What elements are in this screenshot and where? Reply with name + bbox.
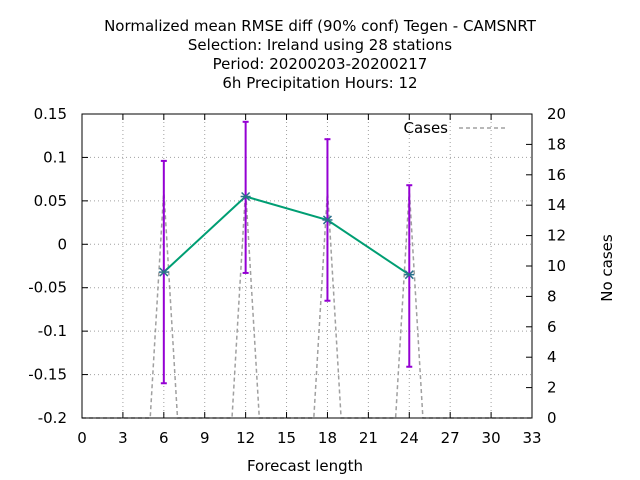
y-axis-right: 0 2 4 6 8 10 12 14 16 18 20: [526, 105, 566, 427]
y2-tick-label: 0: [547, 409, 557, 427]
title-line-4: 6h Precipitation Hours: 12: [222, 74, 417, 92]
chart-title: Normalized mean RMSE diff (90% conf) Teg…: [104, 17, 537, 92]
x-tick-label: 9: [200, 429, 210, 447]
y2-tick-label: 14: [547, 196, 566, 214]
y-tick-label: 0.15: [34, 105, 67, 123]
x-tick-label: 18: [318, 429, 337, 447]
plot-border: [81, 113, 533, 419]
y-axis-left: -0.2 -0.15 -0.1 -0.05 0 0.05 0.1 0.15: [28, 105, 88, 427]
y2-tick-label: 6: [547, 318, 557, 336]
data-point: [158, 267, 169, 277]
x-tick-label: 27: [441, 429, 460, 447]
cases-line: [82, 189, 532, 419]
grid: [82, 114, 532, 418]
x-tick-label: 12: [236, 429, 255, 447]
y2-tick-label: 8: [547, 287, 557, 305]
x-tick-label: 21: [359, 429, 378, 447]
y2-tick-label: 4: [547, 348, 557, 366]
y-tick-label: -0.2: [38, 409, 67, 427]
x-tick-label: 24: [400, 429, 419, 447]
data-point: [240, 191, 251, 202]
y-tick-label: -0.1: [38, 322, 67, 340]
y-tick-label: 0.1: [43, 148, 67, 166]
x-tick-label: 15: [277, 429, 296, 447]
x-tick-label: 33: [522, 429, 541, 447]
x-axis-title: Forecast length: [247, 457, 363, 475]
data-point: [404, 270, 415, 280]
x-tick-label: 6: [159, 429, 169, 447]
x-tick-label: 30: [482, 429, 501, 447]
y2-tick-label: 20: [547, 105, 566, 123]
y-tick-label: 0: [57, 235, 67, 253]
y2-tick-label: 10: [547, 257, 566, 275]
data-point: [322, 215, 333, 225]
title-line-2: Selection: Ireland using 28 stations: [188, 36, 452, 54]
legend-label-cases: Cases: [403, 119, 448, 137]
y2-tick-label: 12: [547, 227, 566, 245]
y2-tick-label: 18: [547, 135, 566, 153]
title-line-1: Normalized mean RMSE diff (90% conf) Teg…: [104, 17, 537, 35]
plot-frame: [81, 113, 533, 419]
y-tick-label: 0.05: [34, 192, 67, 210]
rmse-line: [163, 195, 410, 276]
cases-series: [82, 189, 532, 419]
legend: Cases: [403, 119, 505, 137]
x-tick-label: 3: [118, 429, 128, 447]
y-tick-label: -0.15: [28, 366, 67, 384]
y-tick-label: -0.05: [28, 279, 67, 297]
y2-axis-title: No cases: [598, 234, 616, 302]
y2-tick-label: 16: [547, 166, 566, 184]
y2-tick-label: 2: [547, 379, 557, 397]
x-axis: 0 3 6 9 12 15 18 21 24 27 30 33: [77, 114, 542, 447]
title-line-3: Period: 20200203-20200217: [213, 55, 428, 73]
x-tick-label: 0: [77, 429, 87, 447]
rmse-series: [158, 191, 415, 280]
